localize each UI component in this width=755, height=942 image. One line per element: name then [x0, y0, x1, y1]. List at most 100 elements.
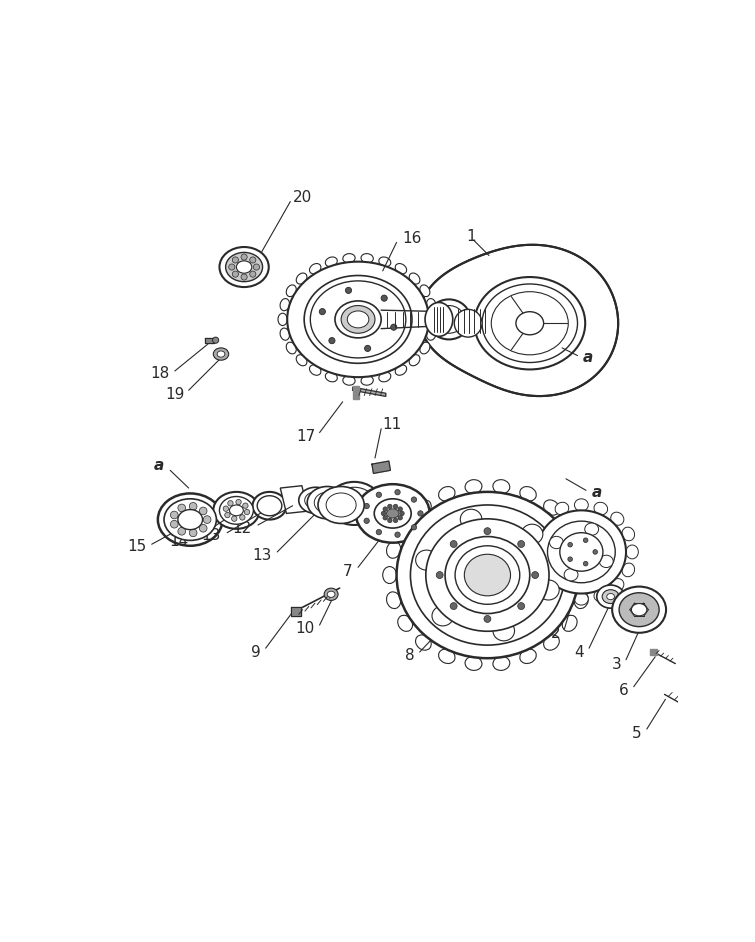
- Ellipse shape: [299, 487, 333, 513]
- Ellipse shape: [310, 264, 321, 274]
- Circle shape: [387, 504, 392, 509]
- Text: 9: 9: [251, 644, 261, 659]
- Circle shape: [225, 512, 230, 518]
- Text: 6: 6: [619, 683, 629, 698]
- Ellipse shape: [539, 512, 552, 526]
- Ellipse shape: [253, 492, 286, 520]
- Circle shape: [395, 532, 400, 537]
- Circle shape: [228, 500, 233, 506]
- Circle shape: [390, 324, 397, 331]
- Text: 18: 18: [150, 365, 169, 381]
- Text: 7: 7: [343, 563, 353, 578]
- Ellipse shape: [555, 502, 569, 515]
- Circle shape: [233, 257, 239, 263]
- Circle shape: [241, 254, 247, 260]
- Circle shape: [254, 264, 260, 270]
- Ellipse shape: [493, 621, 515, 641]
- Ellipse shape: [310, 365, 321, 375]
- Ellipse shape: [528, 563, 541, 577]
- Ellipse shape: [544, 635, 559, 650]
- Circle shape: [450, 603, 457, 609]
- Ellipse shape: [415, 635, 431, 650]
- Ellipse shape: [464, 554, 510, 596]
- Ellipse shape: [575, 592, 588, 609]
- Ellipse shape: [575, 499, 588, 512]
- Ellipse shape: [230, 505, 243, 516]
- Circle shape: [190, 502, 197, 511]
- Ellipse shape: [395, 264, 407, 274]
- Circle shape: [365, 346, 371, 351]
- Ellipse shape: [310, 281, 405, 358]
- Ellipse shape: [343, 376, 355, 385]
- Ellipse shape: [324, 588, 338, 600]
- Ellipse shape: [387, 592, 401, 609]
- Ellipse shape: [286, 342, 296, 354]
- Ellipse shape: [461, 510, 482, 529]
- Ellipse shape: [296, 273, 307, 284]
- Polygon shape: [205, 338, 214, 343]
- Ellipse shape: [236, 261, 252, 273]
- Text: a: a: [592, 485, 602, 500]
- Circle shape: [239, 514, 245, 520]
- Text: 3: 3: [612, 657, 621, 672]
- Circle shape: [418, 511, 423, 516]
- Ellipse shape: [538, 580, 559, 600]
- Ellipse shape: [550, 536, 563, 548]
- Circle shape: [232, 516, 237, 521]
- Ellipse shape: [559, 532, 603, 571]
- Circle shape: [203, 516, 211, 524]
- Ellipse shape: [521, 524, 543, 544]
- Ellipse shape: [520, 649, 536, 663]
- Circle shape: [245, 510, 250, 514]
- Ellipse shape: [596, 585, 624, 609]
- Text: 10: 10: [296, 622, 315, 637]
- Ellipse shape: [398, 615, 412, 631]
- Ellipse shape: [178, 510, 202, 529]
- Ellipse shape: [619, 593, 659, 626]
- Ellipse shape: [343, 253, 355, 263]
- Circle shape: [223, 506, 229, 512]
- Ellipse shape: [594, 502, 608, 515]
- Circle shape: [398, 515, 402, 520]
- Circle shape: [213, 337, 219, 343]
- Circle shape: [190, 529, 197, 537]
- Circle shape: [411, 525, 417, 530]
- Ellipse shape: [616, 595, 650, 625]
- Polygon shape: [353, 386, 359, 398]
- Polygon shape: [291, 607, 301, 616]
- Ellipse shape: [439, 487, 455, 501]
- Circle shape: [242, 503, 248, 509]
- Ellipse shape: [626, 545, 638, 559]
- Ellipse shape: [304, 275, 412, 364]
- Ellipse shape: [214, 492, 260, 528]
- Ellipse shape: [631, 604, 647, 616]
- Ellipse shape: [409, 355, 420, 365]
- Ellipse shape: [622, 563, 635, 577]
- Circle shape: [383, 515, 387, 520]
- Circle shape: [395, 490, 400, 495]
- Ellipse shape: [361, 376, 373, 385]
- Circle shape: [387, 518, 392, 523]
- Ellipse shape: [396, 492, 578, 658]
- Ellipse shape: [622, 528, 635, 541]
- Ellipse shape: [575, 593, 588, 605]
- Ellipse shape: [602, 590, 619, 604]
- Ellipse shape: [575, 542, 588, 559]
- Ellipse shape: [374, 499, 411, 528]
- Circle shape: [584, 538, 588, 543]
- Polygon shape: [280, 486, 308, 513]
- Ellipse shape: [214, 348, 229, 360]
- Ellipse shape: [544, 500, 559, 515]
- Ellipse shape: [411, 505, 565, 645]
- Text: 12: 12: [233, 521, 252, 536]
- Ellipse shape: [564, 569, 578, 581]
- Ellipse shape: [415, 500, 431, 515]
- Circle shape: [236, 499, 242, 505]
- Circle shape: [178, 504, 186, 512]
- Ellipse shape: [409, 273, 420, 284]
- Ellipse shape: [612, 587, 666, 633]
- Text: 5: 5: [632, 726, 642, 741]
- Ellipse shape: [356, 484, 430, 543]
- Ellipse shape: [445, 537, 530, 613]
- Ellipse shape: [425, 302, 453, 336]
